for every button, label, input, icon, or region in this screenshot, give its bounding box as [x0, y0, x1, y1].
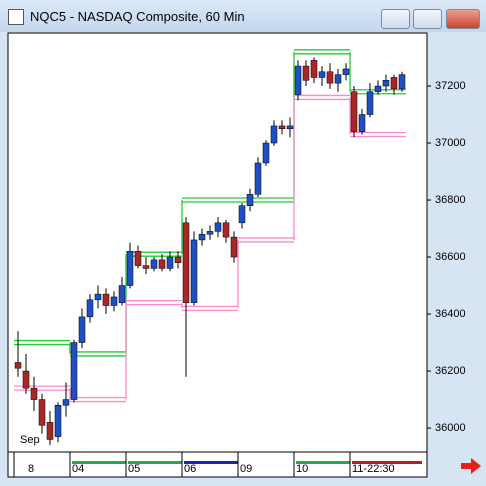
candle-body: [358, 114, 366, 132]
candle-body: [230, 236, 238, 258]
candle-body: [166, 256, 174, 269]
y-tick-label: 36800: [435, 194, 466, 206]
candle-body: [326, 71, 334, 84]
candle-body: [70, 342, 78, 400]
candle-body: [110, 296, 118, 306]
candle-body: [294, 65, 302, 95]
candle-body: [78, 316, 86, 343]
x-tick-label: 10: [296, 463, 308, 475]
candle-body: [222, 222, 230, 238]
candle-body: [22, 370, 30, 389]
candle-body: [62, 399, 70, 406]
session-bar: [184, 461, 238, 464]
candle-body: [350, 91, 358, 132]
app-icon: [8, 9, 24, 25]
candle-body: [182, 222, 190, 303]
x-tick-label: 05: [128, 463, 140, 475]
candle-body: [134, 251, 142, 266]
session-bar: [296, 461, 350, 464]
candle-body: [302, 65, 310, 81]
candle-body: [198, 233, 206, 241]
time-axis: [7, 451, 428, 478]
y-tick-label: 36600: [435, 251, 466, 263]
candle-body: [254, 162, 262, 195]
candle-body: [190, 239, 198, 303]
candle-body: [398, 74, 406, 90]
candle-body: [342, 68, 350, 75]
candle-body: [390, 77, 398, 90]
y-tick-label: 37200: [435, 80, 466, 92]
x-tick-label: 06: [184, 463, 196, 475]
x-tick-label: 8: [28, 463, 34, 475]
scroll-arrow[interactable]: [461, 458, 481, 474]
title-bar: NQC5 - NASDAQ Composite, 60 Min: [0, 0, 486, 32]
candle-body: [310, 60, 318, 78]
candle-body: [46, 422, 54, 440]
y-tick-label: 36200: [435, 365, 466, 377]
candle-body: [118, 285, 126, 303]
candle-body: [126, 251, 134, 286]
candle-body: [158, 259, 166, 269]
session-bar: [72, 461, 126, 464]
y-tick-label: 36400: [435, 308, 466, 320]
candle-body: [86, 299, 94, 318]
session-bar: [352, 461, 422, 464]
candle-body: [38, 399, 46, 426]
x-tick-label: 09: [240, 463, 252, 475]
minimize-button[interactable]: [381, 9, 410, 29]
candle-body: [150, 259, 158, 269]
candle-body: [238, 205, 246, 224]
candle-body: [286, 125, 294, 130]
candle-body: [14, 362, 22, 369]
candle-body: [102, 293, 110, 306]
candle-body: [174, 256, 182, 263]
x-tick-label: 11-22:30: [352, 463, 395, 475]
candle-body: [54, 405, 62, 437]
candle-body: [94, 293, 102, 301]
window-title: NQC5 - NASDAQ Composite, 60 Min: [30, 9, 245, 24]
candle-body: [382, 80, 390, 87]
candle-body: [246, 194, 254, 206]
candle-body: [278, 125, 286, 130]
candle-body: [374, 85, 382, 92]
candle-body: [270, 125, 278, 144]
close-button[interactable]: [446, 9, 480, 29]
candle-body: [206, 231, 214, 235]
candle-body: [30, 387, 38, 400]
chart: Sep 36000 36200 36400 36600 36800 37000 37200 8…: [7, 32, 481, 478]
session-bar: [128, 461, 182, 464]
x-axis-label: Sep: [20, 434, 40, 446]
y-tick-label: 36000: [435, 422, 466, 434]
y-tick-label: 37000: [435, 137, 466, 149]
candle-body: [262, 142, 270, 164]
x-tick-label: 04: [72, 463, 84, 475]
candle-body: [366, 91, 374, 115]
candle-body: [214, 222, 222, 232]
candle-body: [142, 265, 150, 269]
candle-body: [334, 74, 342, 84]
candle-body: [318, 71, 326, 78]
maximize-button[interactable]: [413, 9, 442, 29]
